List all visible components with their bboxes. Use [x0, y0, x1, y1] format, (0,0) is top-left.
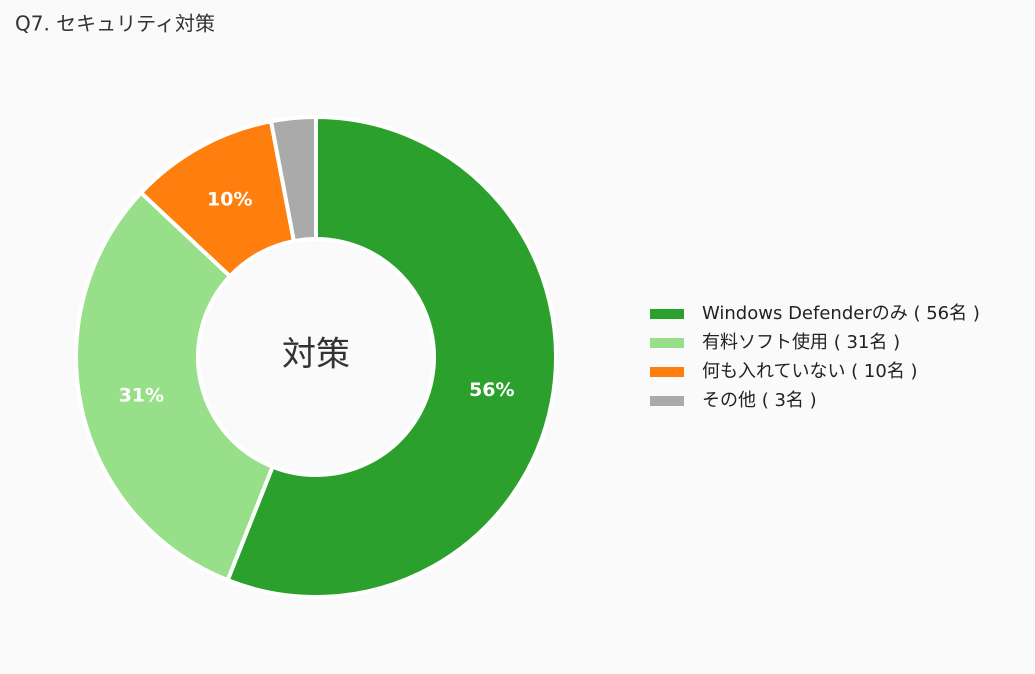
donut-segment: [74, 189, 276, 583]
chart-title: Q7. セキュリティ対策: [15, 12, 215, 36]
legend-swatch: [650, 338, 684, 348]
value-label: 10%: [207, 189, 252, 211]
legend-swatch: [650, 309, 684, 319]
legend-label: 有料ソフト使用 ( 31名 ): [702, 332, 900, 353]
donut-segment: [268, 114, 318, 244]
legend-swatch: [650, 367, 684, 377]
value-label: 31%: [119, 385, 164, 407]
legend-label: その他 ( 3名 ): [702, 390, 817, 411]
legend-label: Windows Defenderのみ ( 56名 ): [702, 303, 980, 324]
legend-swatch: [650, 396, 684, 406]
legend-label: 何も入れていない ( 10名 ): [702, 361, 918, 382]
value-label: 56%: [469, 379, 514, 401]
center-label: 対策: [282, 335, 350, 375]
donut-segment: [225, 114, 558, 599]
